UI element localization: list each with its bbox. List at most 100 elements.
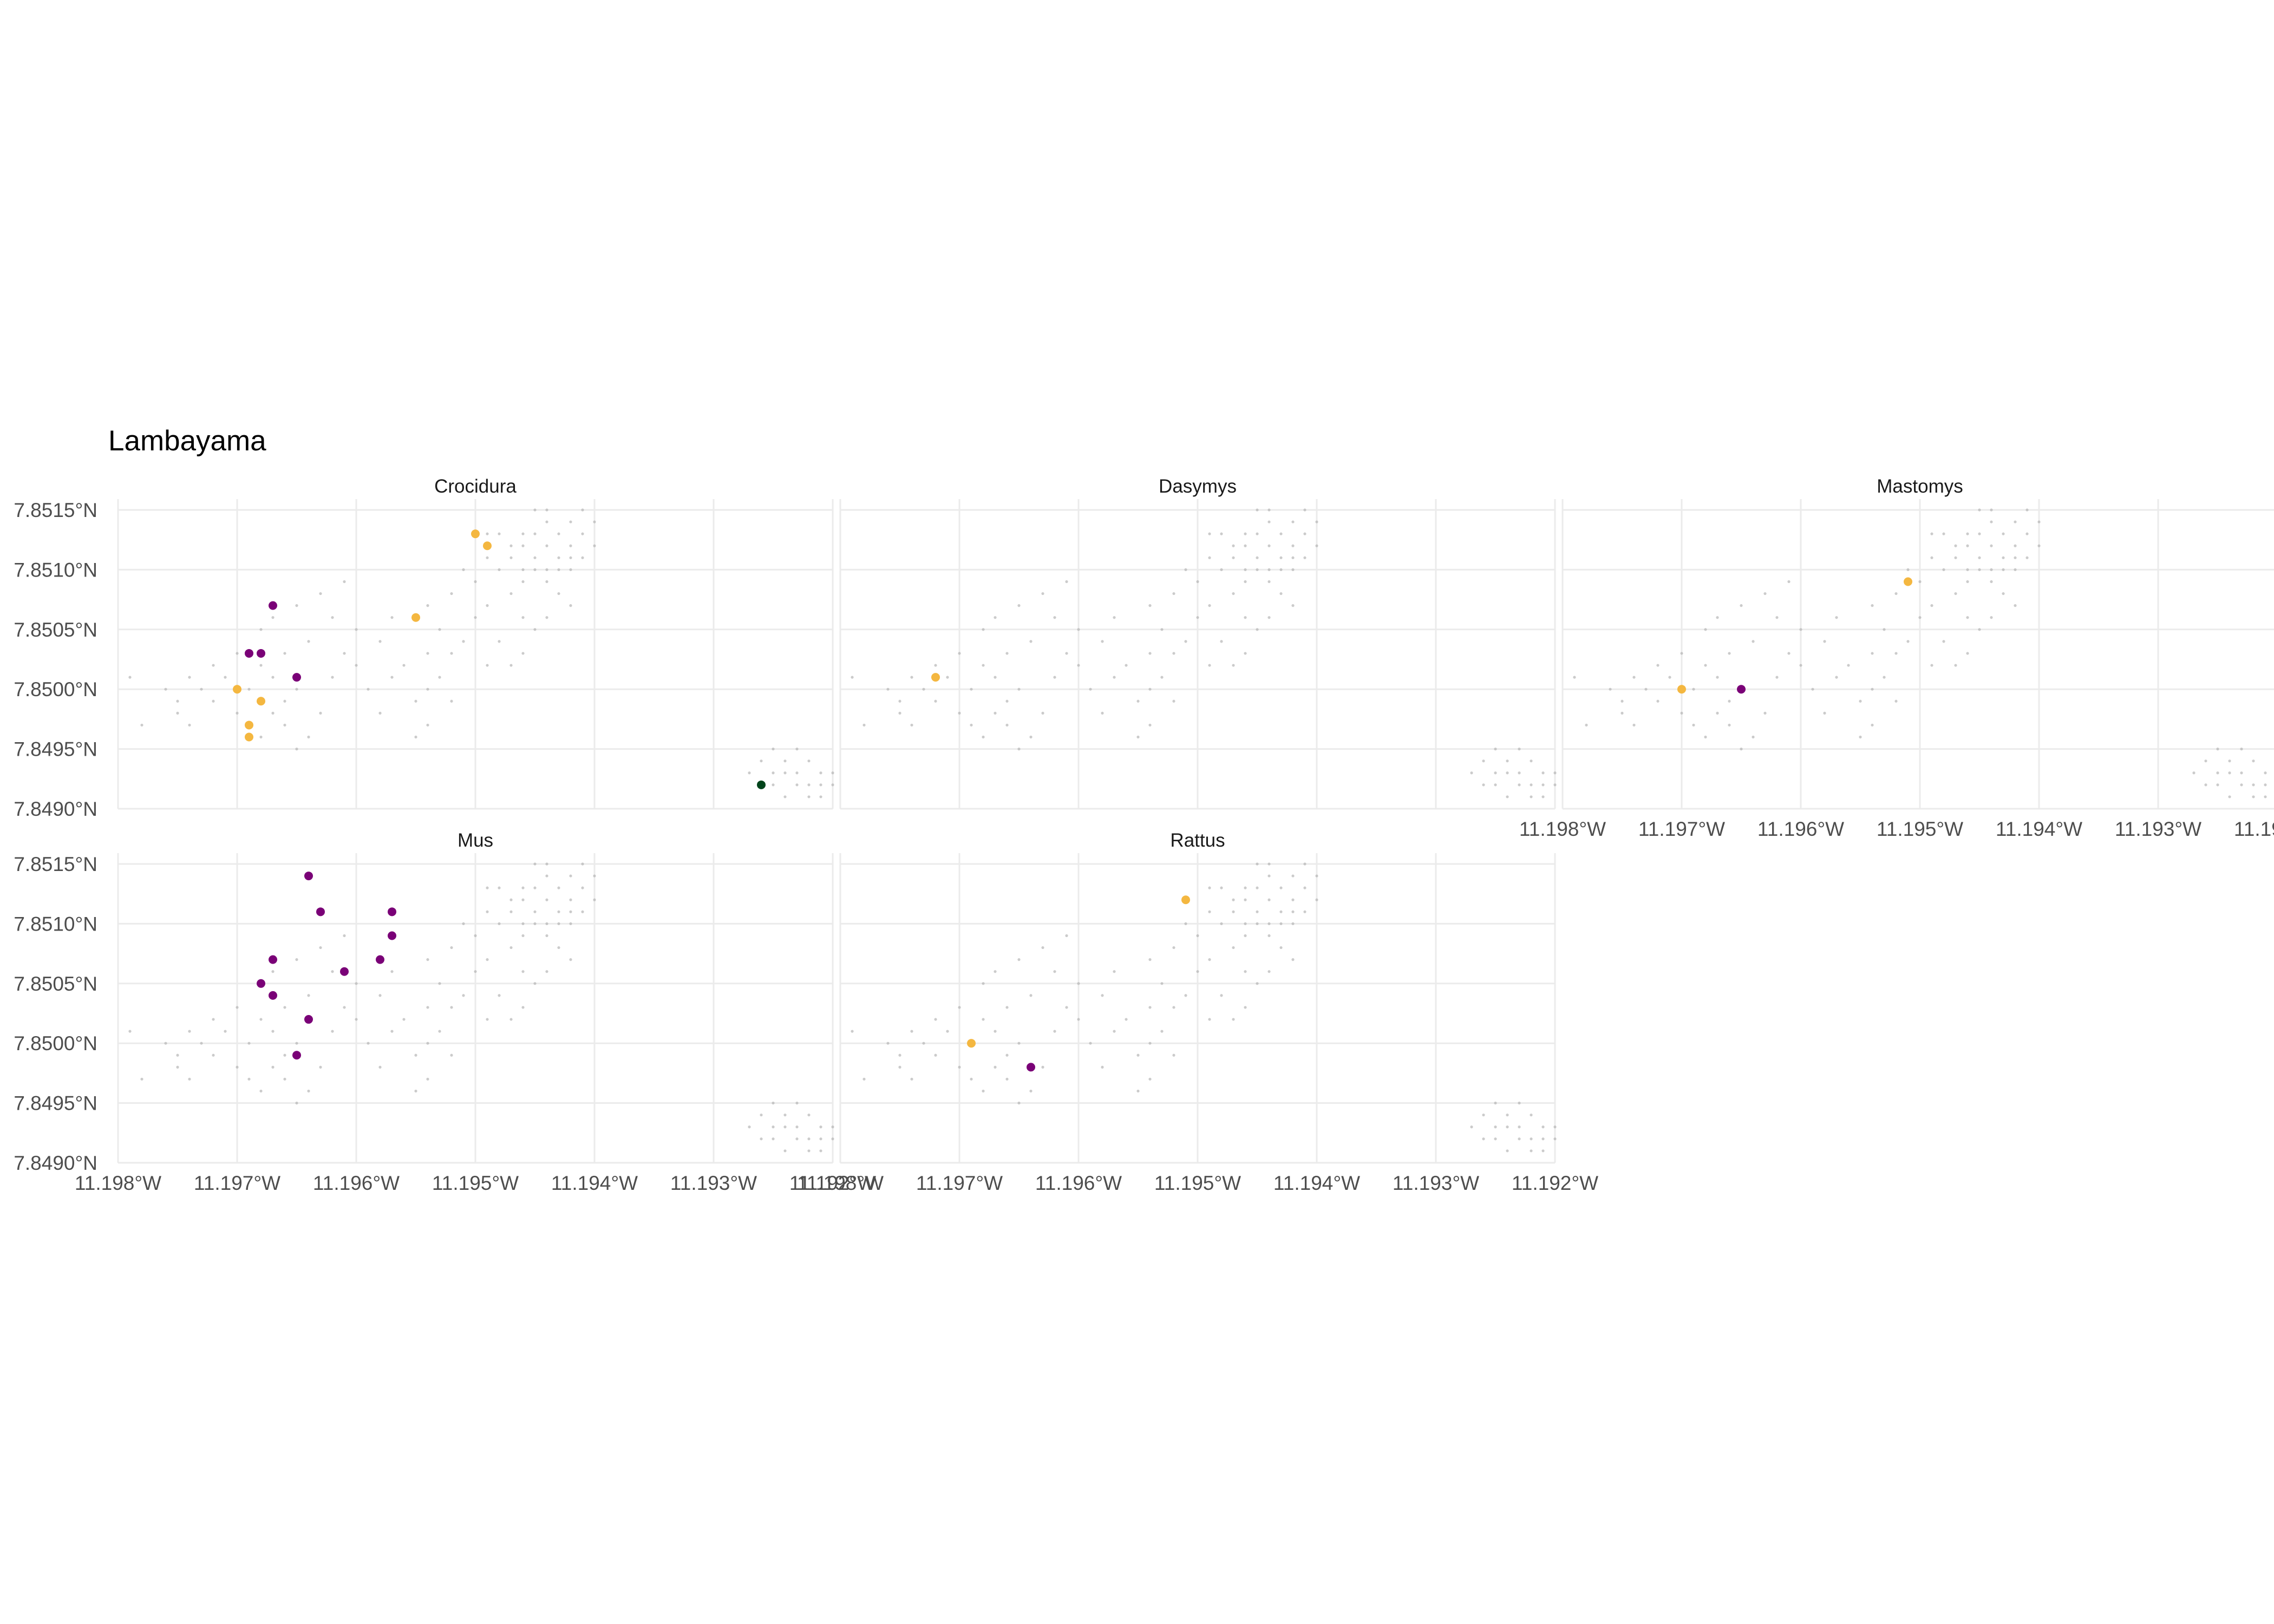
- background-point: [1978, 532, 1981, 535]
- background-point: [1089, 1042, 1092, 1045]
- background-point: [783, 771, 787, 775]
- background-point: [819, 1137, 822, 1141]
- background-point: [886, 687, 890, 691]
- background-point: [970, 687, 973, 691]
- background-point: [1267, 934, 1271, 938]
- background-point: [557, 886, 560, 889]
- background-point: [331, 676, 334, 679]
- background-point: [307, 994, 310, 997]
- background-point: [271, 616, 275, 619]
- background-point: [1267, 616, 1271, 619]
- data-point: [1737, 685, 1746, 694]
- background-point: [414, 1053, 417, 1057]
- background-point: [1232, 910, 1235, 913]
- background-point: [772, 1102, 775, 1105]
- background-point: [426, 958, 429, 961]
- background-point: [188, 1030, 191, 1033]
- background-point: [426, 723, 429, 727]
- background-point: [509, 946, 513, 949]
- facet-panel-dasymys: Dasymys: [839, 476, 1557, 810]
- background-point: [212, 1053, 215, 1057]
- background-point: [355, 628, 358, 631]
- background-point: [2002, 592, 2005, 595]
- background-point: [319, 711, 322, 715]
- background-point: [1267, 568, 1271, 571]
- background-point: [1303, 862, 1306, 866]
- background-point: [1017, 687, 1021, 691]
- background-point: [958, 1006, 961, 1009]
- background-point: [331, 616, 334, 619]
- background-point: [1232, 592, 1235, 595]
- background-point: [1184, 922, 1187, 925]
- background-point: [748, 1125, 751, 1129]
- background-point: [1029, 735, 1033, 739]
- background-point: [1160, 1030, 1164, 1033]
- background-point: [819, 795, 822, 798]
- background-point: [898, 699, 901, 703]
- background-point: [438, 1030, 441, 1033]
- background-point: [426, 1042, 429, 1045]
- facet-panel-mus: Mus 7.8490°N 7.8495°N 7.8500°N 7.8505°N 7.851…: [14, 830, 876, 1194]
- background-point: [1541, 1125, 1545, 1129]
- background-point: [1978, 568, 1981, 571]
- background-point: [807, 1137, 811, 1141]
- x-tick-label: 11.196°W: [313, 1172, 400, 1194]
- background-point: [898, 1053, 901, 1057]
- background-point: [970, 1077, 973, 1081]
- background-point: [521, 934, 525, 938]
- background-point: [1494, 1125, 1497, 1129]
- data-point: [269, 991, 277, 1000]
- background-point: [1990, 520, 1993, 523]
- background-point: [1752, 735, 1755, 739]
- background-point: [498, 994, 501, 997]
- facet-label: Mastomys: [1877, 476, 1963, 497]
- background-point: [1208, 532, 1211, 535]
- background-point: [1530, 1114, 1533, 1117]
- background-point: [1256, 556, 1259, 559]
- background-point: [1279, 592, 1283, 595]
- background-point: [259, 664, 263, 667]
- background-point: [1518, 783, 1521, 787]
- data-point: [292, 673, 301, 682]
- background-point: [331, 1030, 334, 1033]
- background-point: [1847, 664, 1850, 667]
- background-point: [319, 592, 322, 595]
- background-point: [1470, 771, 1473, 775]
- background-point: [521, 922, 525, 925]
- background-point: [1482, 1137, 1485, 1141]
- background-point: [486, 958, 489, 961]
- background-point: [1303, 556, 1306, 559]
- background-point: [1279, 568, 1283, 571]
- background-point: [1303, 910, 1306, 913]
- background-point: [2252, 795, 2255, 798]
- background-point: [1775, 676, 1779, 679]
- background-point: [509, 544, 513, 547]
- background-point: [1740, 604, 1743, 607]
- background-point: [1005, 1053, 1009, 1057]
- background-point: [1494, 771, 1497, 775]
- background-point: [1244, 532, 1247, 535]
- background-point: [557, 592, 560, 595]
- background-point: [1609, 687, 1612, 691]
- background-point: [1954, 664, 1957, 667]
- background-point: [1148, 958, 1152, 961]
- background-point: [2216, 771, 2219, 775]
- background-point: [367, 1042, 370, 1045]
- background-point: [1506, 1114, 1509, 1117]
- background-point: [2014, 568, 2017, 571]
- background-point: [426, 652, 429, 655]
- background-point: [831, 783, 834, 787]
- background-point: [1220, 640, 1223, 643]
- background-point: [1244, 568, 1247, 571]
- background-point: [1716, 711, 1719, 715]
- background-point: [1942, 532, 1945, 535]
- background-point: [1125, 1018, 1128, 1021]
- y-tick-label: 7.8495°N: [14, 738, 97, 761]
- background-point: [236, 1065, 239, 1069]
- x-tick-label: 11.193°W: [2115, 818, 2201, 840]
- background-point: [1740, 748, 1743, 751]
- background-point: [1244, 580, 1247, 584]
- background-point: [390, 616, 394, 619]
- background-point: [1244, 922, 1247, 925]
- background-point: [1053, 1030, 1056, 1033]
